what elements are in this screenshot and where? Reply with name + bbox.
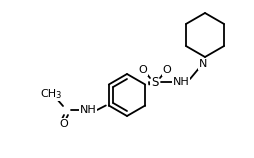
- Text: O: O: [139, 65, 147, 75]
- Text: CH: CH: [40, 89, 56, 99]
- Text: O: O: [163, 65, 171, 75]
- Text: NH: NH: [173, 77, 189, 87]
- Text: S: S: [151, 76, 159, 88]
- Text: N: N: [199, 59, 207, 69]
- Text: NH: NH: [80, 105, 96, 115]
- Text: 3: 3: [55, 91, 60, 100]
- Text: O: O: [60, 119, 68, 129]
